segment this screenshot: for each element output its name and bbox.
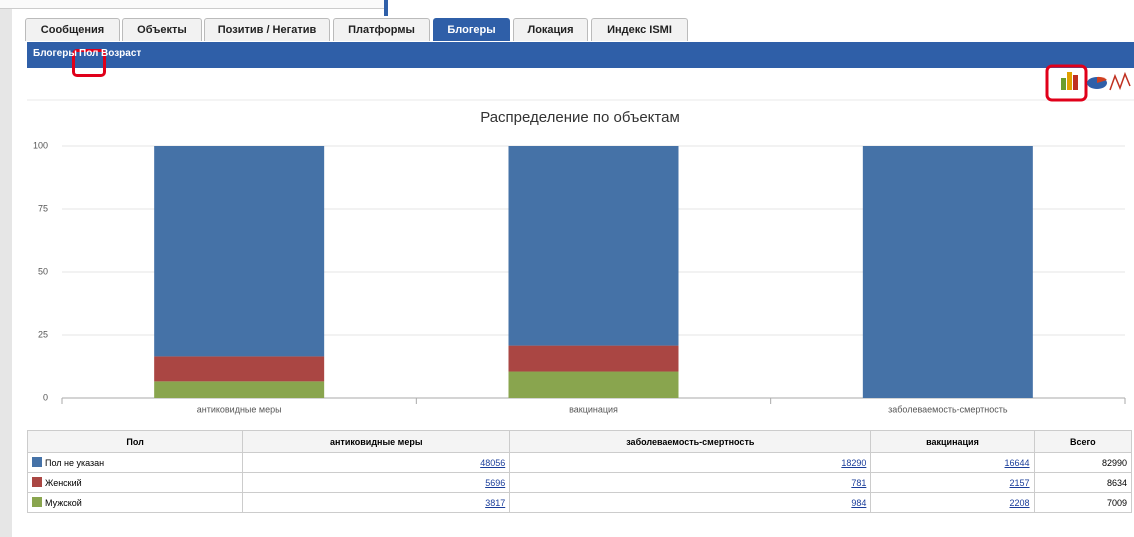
column-header: антиковидные меры [242, 430, 511, 453]
row-label-cell: Мужской [26, 492, 244, 513]
bar-segment [154, 146, 325, 357]
table-row: Мужской 3817 984 2208 7009 [26, 492, 1133, 513]
tab[interactable]: Блогеры [433, 18, 510, 41]
table-row: Пол не указан 48056 18290 16644 82990 [26, 452, 1133, 473]
bar-chart-icon[interactable] [1061, 72, 1078, 90]
color-swatch [32, 497, 42, 507]
y-tick-label: 0 [43, 392, 48, 402]
window-edge [384, 0, 388, 16]
value-cell: 2157 [870, 472, 1035, 493]
tab[interactable]: Позитив / Негатив [204, 18, 330, 41]
chart-title: Распределение по объектам [480, 109, 680, 126]
bar-segment [862, 146, 1033, 398]
x-tick-label: антиковидные меры [197, 404, 282, 414]
row-label-cell: Пол не указан [26, 452, 244, 473]
bar-segment [508, 345, 679, 372]
y-tick-label: 75 [38, 203, 48, 213]
value-cell: 48056 [242, 452, 511, 473]
row-label: Мужской [45, 498, 82, 508]
tab[interactable]: Сообщения [25, 18, 120, 41]
column-header: Пол [26, 430, 244, 453]
column-header: заболеваемость-смертность [509, 430, 872, 453]
value-link[interactable]: 3817 [485, 497, 506, 508]
column-header: Всего [1033, 430, 1133, 453]
chart: Распределение по объектам 0 25 50 75 100 анти… [33, 109, 1126, 414]
value-link[interactable]: 5696 [485, 477, 506, 488]
bar-segment [508, 371, 679, 398]
background-window [0, 0, 12, 537]
value-cell: 18290 [509, 452, 872, 473]
value-link[interactable]: 781 [851, 477, 867, 488]
value-link[interactable]: 48056 [480, 457, 506, 468]
x-tick-label: вакцинация [569, 404, 618, 414]
tab[interactable]: Индекс ISMI [591, 18, 688, 41]
y-tick-label: 50 [38, 266, 48, 276]
value-link[interactable]: 984 [851, 497, 867, 508]
highlight [72, 49, 106, 77]
color-swatch [32, 477, 42, 487]
highlight [1045, 64, 1088, 102]
total-cell: 8634 [1033, 472, 1133, 493]
pie-chart-icon[interactable] [1087, 76, 1107, 89]
value-cell: 16644 [870, 452, 1035, 473]
total-cell: 82990 [1033, 452, 1133, 473]
bar-segment [154, 381, 325, 398]
total-cell: 7009 [1033, 492, 1133, 513]
header-row: Пол антиковидные меры заболеваемость-смерт… [26, 430, 1133, 453]
value-cell: 3817 [242, 492, 511, 513]
x-tick-label: заболеваемость-смертность [888, 404, 1008, 414]
bar-segment [508, 146, 679, 346]
bar-segment [154, 356, 325, 382]
row-label-cell: Женский [26, 472, 244, 493]
tab[interactable]: Платформы [333, 18, 430, 41]
value-cell: 2208 [870, 492, 1035, 513]
data-table: Пол антиковидные меры заболеваемость-смерт… [26, 430, 1133, 513]
row-label: Пол не указан [45, 458, 105, 468]
value-cell: 984 [509, 492, 872, 513]
row-label: Женский [45, 478, 82, 488]
subtab[interactable]: Блогеры [33, 48, 77, 59]
tab[interactable]: Объекты [122, 18, 202, 41]
subtab-bar [27, 42, 1134, 68]
y-tick-label: 25 [38, 329, 48, 339]
value-link[interactable]: 16644 [1004, 457, 1030, 468]
table-row: Женский 5696 781 2157 8634 [26, 472, 1133, 493]
value-cell: 781 [509, 472, 872, 493]
value-link[interactable]: 2157 [1009, 477, 1030, 488]
value-link[interactable]: 2208 [1009, 497, 1030, 508]
value-link[interactable]: 18290 [841, 457, 867, 468]
value-cell: 5696 [242, 472, 511, 493]
background-window [0, 0, 385, 9]
subtab[interactable]: Пол [79, 48, 99, 59]
line-chart-icon[interactable] [1109, 71, 1131, 91]
tab[interactable]: Локация [513, 18, 588, 41]
subtab[interactable]: Возраст [101, 48, 142, 59]
column-header: вакцинация [870, 430, 1035, 453]
y-tick-label: 100 [33, 140, 48, 150]
color-swatch [32, 457, 42, 467]
